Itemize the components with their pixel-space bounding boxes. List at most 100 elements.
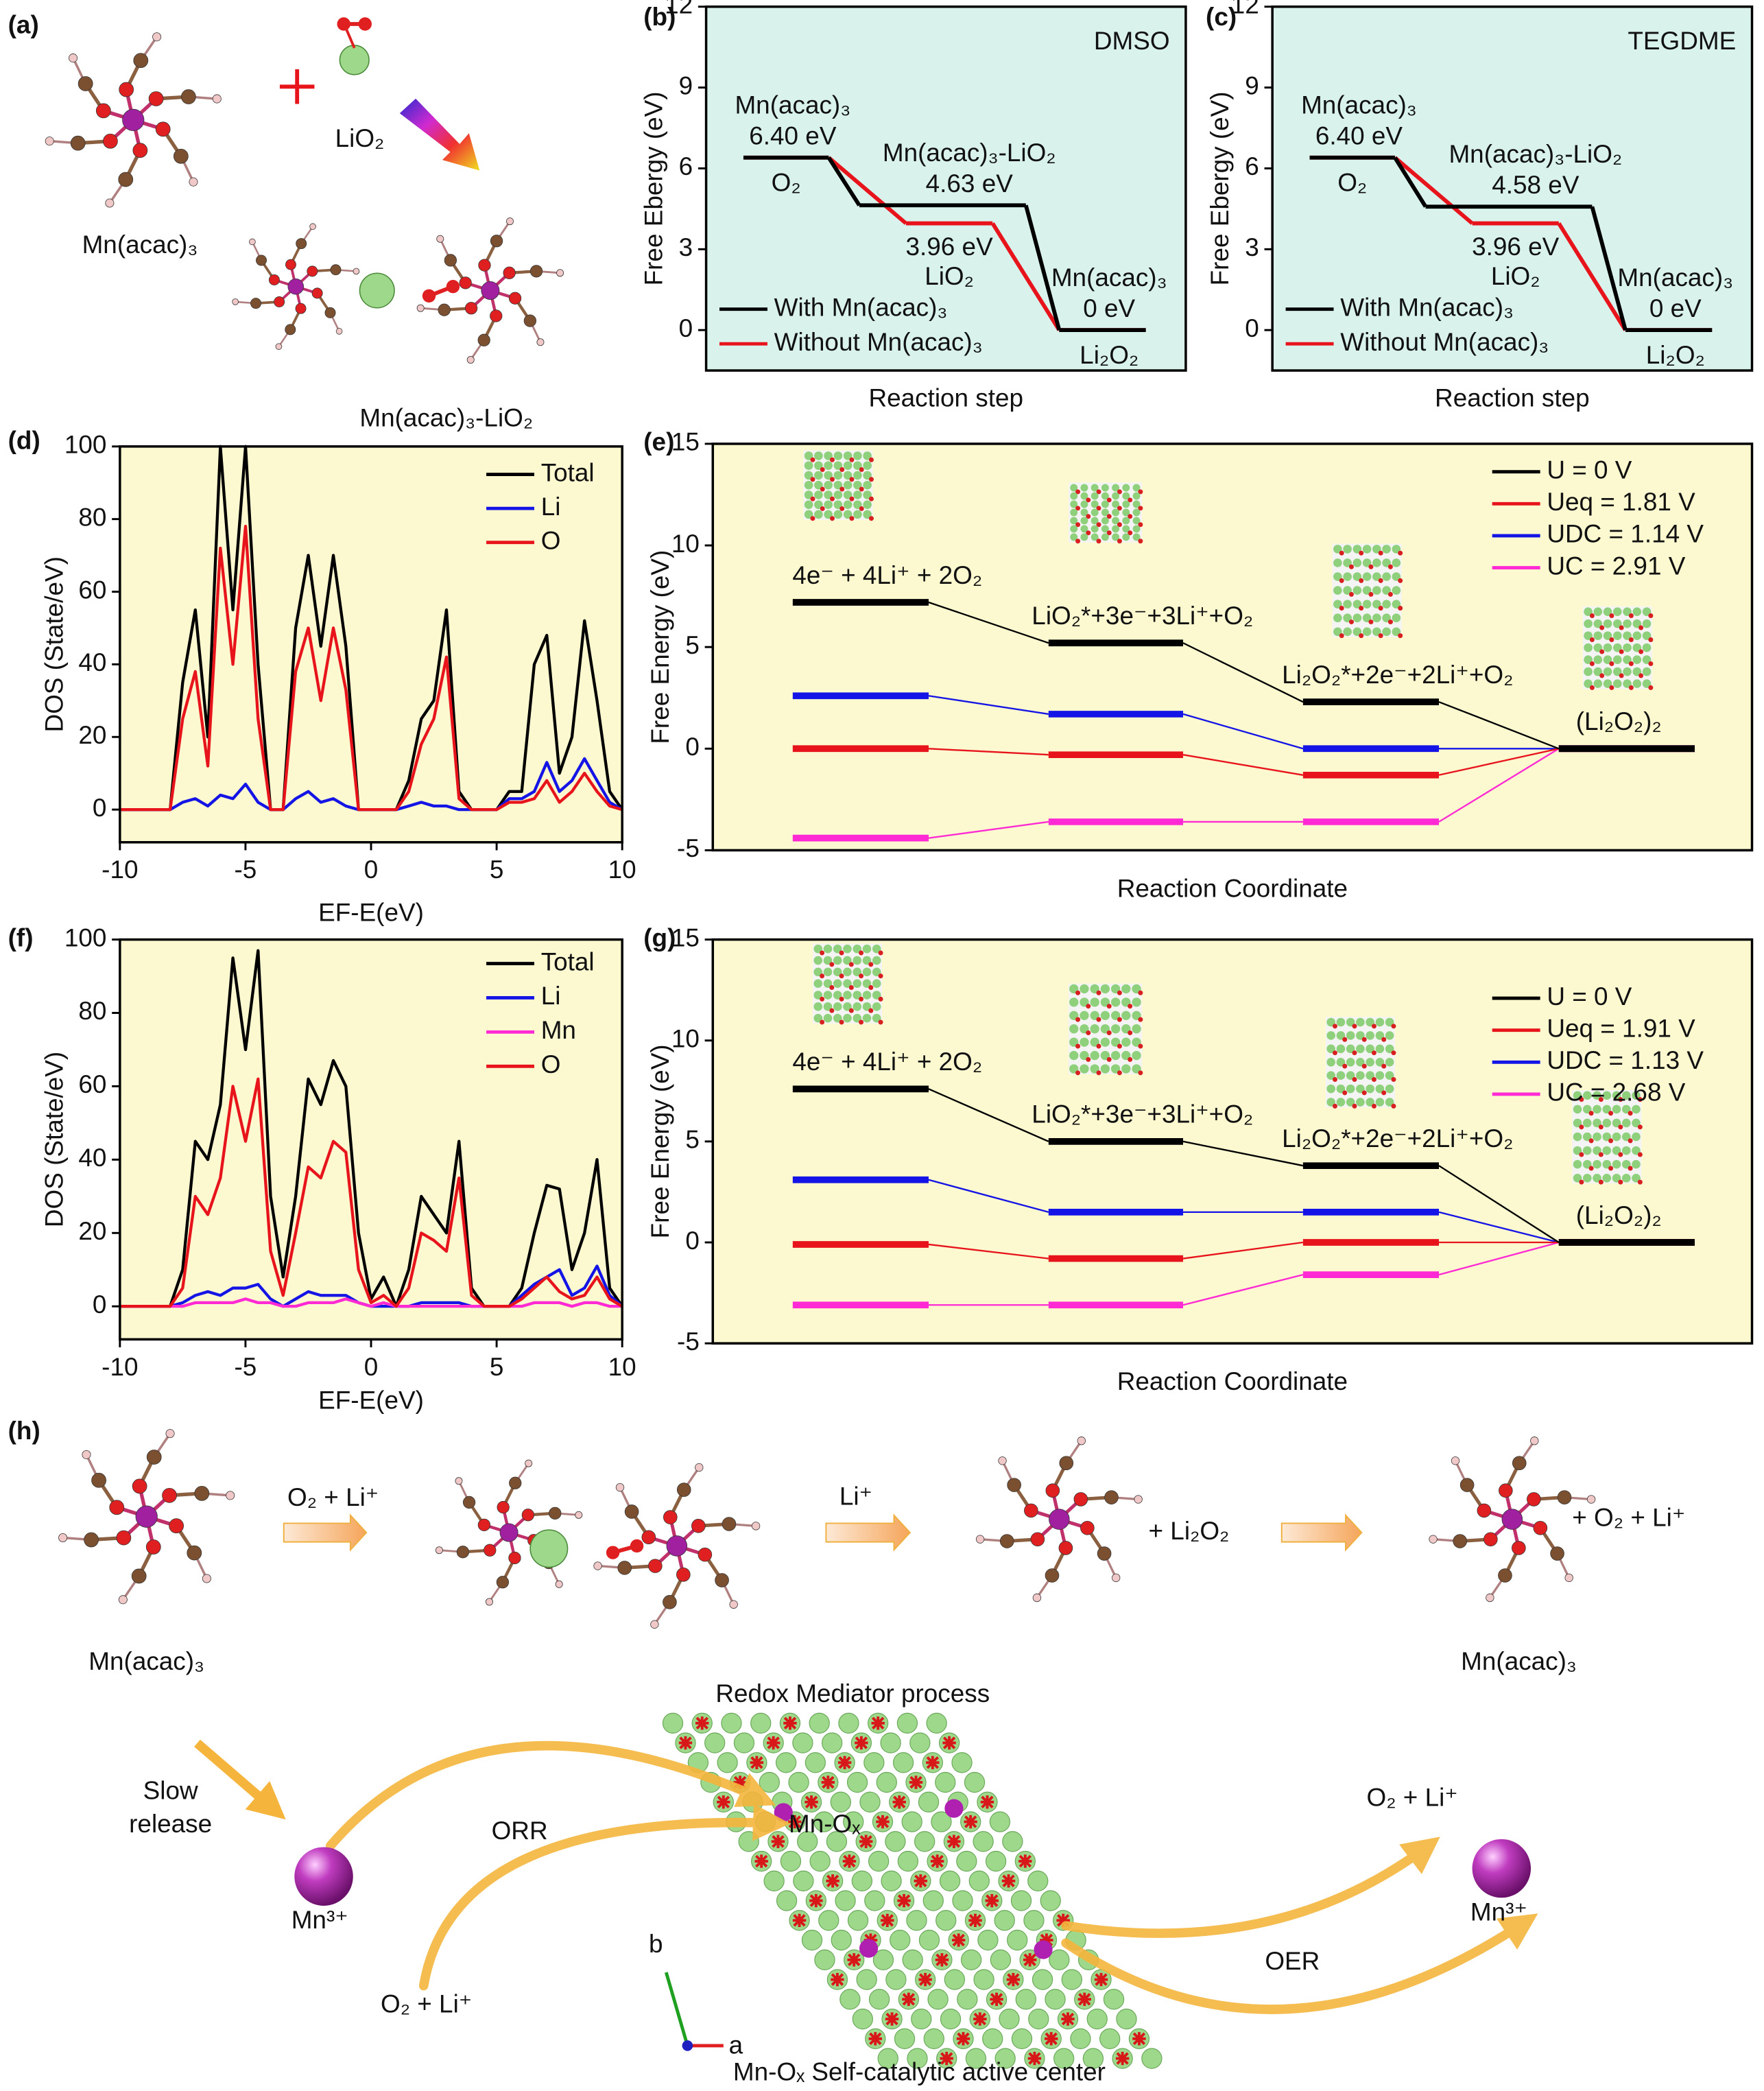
atom <box>833 956 842 965</box>
atom <box>1366 1057 1374 1067</box>
atom <box>1121 984 1131 994</box>
atom <box>1080 1064 1089 1074</box>
connector <box>1438 748 1560 823</box>
atom <box>1632 1146 1641 1155</box>
atom-o <box>973 2012 987 2026</box>
atom <box>813 967 823 977</box>
atom <box>824 491 833 499</box>
atom <box>529 1529 569 1568</box>
atom-o <box>792 1913 807 1928</box>
atom <box>249 238 256 246</box>
atom <box>133 53 149 69</box>
plot-area <box>706 6 1186 371</box>
atom <box>977 1929 999 1951</box>
atom <box>1368 591 1374 597</box>
molecule-name: Mn(acac)₃ <box>82 231 198 259</box>
atom <box>1593 1173 1601 1183</box>
atom <box>1343 558 1352 567</box>
atom <box>843 944 852 954</box>
atom <box>1122 517 1130 525</box>
atom <box>1332 1024 1337 1029</box>
atom <box>490 235 503 248</box>
atom <box>1343 572 1352 581</box>
atom-o <box>847 1953 861 1967</box>
atom <box>1371 1077 1376 1083</box>
atom <box>1070 484 1078 492</box>
atom <box>212 94 222 104</box>
atom <box>1602 1104 1612 1114</box>
atom <box>780 1850 802 1872</box>
atom <box>804 510 813 519</box>
atom <box>862 979 872 988</box>
atom <box>1527 1492 1541 1507</box>
atom <box>662 1712 684 1734</box>
atom <box>1382 558 1391 567</box>
atom <box>853 956 862 965</box>
atom <box>1073 1492 1088 1507</box>
atom <box>804 1752 826 1773</box>
atom <box>1613 655 1622 664</box>
atom <box>820 466 825 472</box>
atom <box>839 506 845 511</box>
legend-label: Without Mn(acac)₃ <box>1340 328 1549 356</box>
atom <box>1080 492 1088 500</box>
process-label: OER <box>1265 1947 1320 1975</box>
atom <box>863 510 872 519</box>
atom-o <box>1115 2051 1130 2066</box>
atom <box>555 1580 563 1588</box>
atom <box>814 480 823 490</box>
atom <box>1628 1138 1633 1144</box>
atom <box>641 1530 656 1545</box>
y-tick-label: 20 <box>78 721 106 749</box>
atom <box>1398 550 1403 556</box>
atom <box>1080 500 1088 508</box>
atom <box>180 89 196 104</box>
atom <box>824 471 833 480</box>
atom <box>1346 1057 1355 1067</box>
atom <box>617 1561 632 1575</box>
atom <box>975 1535 985 1544</box>
atom <box>1375 1031 1385 1040</box>
atom <box>1381 1090 1387 1096</box>
atom <box>1398 633 1403 639</box>
atom <box>872 979 881 988</box>
atom <box>1128 1056 1133 1062</box>
atom <box>1106 1056 1112 1062</box>
atom <box>1356 1031 1365 1040</box>
atom <box>1618 1179 1623 1185</box>
atom <box>935 1910 957 1931</box>
caption: Redox Mediator process <box>715 1679 990 1708</box>
atom <box>863 451 872 460</box>
atom <box>1621 1118 1631 1128</box>
atom <box>274 296 285 307</box>
atom <box>853 944 862 954</box>
atom <box>1451 1456 1460 1465</box>
atom <box>145 1539 161 1555</box>
atom <box>1132 500 1141 508</box>
atom <box>1621 1104 1631 1114</box>
atom <box>1648 613 1654 619</box>
atom <box>1069 1064 1079 1074</box>
atom <box>1593 1104 1601 1114</box>
reagent: O₂ + Li⁺ <box>287 1483 379 1511</box>
atom <box>1356 1098 1365 1107</box>
atom <box>1086 1056 1091 1062</box>
atom <box>952 1890 973 1911</box>
atom <box>1392 586 1401 595</box>
atom <box>863 1752 885 1773</box>
atom <box>1132 1037 1141 1047</box>
atom <box>1049 1509 1070 1530</box>
atom <box>1382 613 1391 623</box>
atom <box>1069 997 1079 1007</box>
y-tick-label: 5 <box>685 1126 700 1154</box>
atom <box>663 1510 678 1524</box>
atom <box>843 480 853 490</box>
arrow <box>825 1513 911 1552</box>
molecule <box>593 1463 761 1629</box>
atom <box>1121 1064 1131 1074</box>
atom <box>922 1890 944 1911</box>
atom <box>822 1732 843 1753</box>
atom <box>444 254 457 267</box>
connector <box>1182 1273 1304 1306</box>
category-label: (Li₂O₂)₂ <box>1576 707 1662 735</box>
